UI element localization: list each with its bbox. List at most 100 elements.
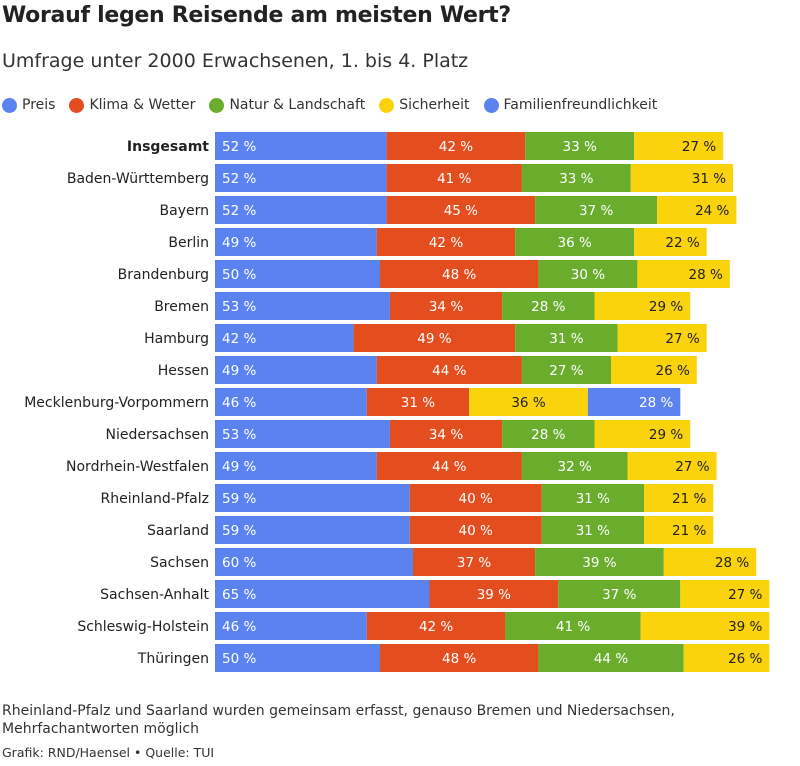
data-label-bremen-natur-landschaft: 28 % <box>531 299 565 315</box>
legend-item-klima: Klima & Wetter <box>69 97 195 113</box>
data-label-bayern-natur-landschaft: 37 % <box>579 203 613 219</box>
bar-segment-niedersachsen-natur-landschaft <box>502 420 595 448</box>
legend-item-familie: Familienfreundlichkeit <box>483 97 658 113</box>
data-label-berlin-sicherheit: 22 % <box>665 235 699 251</box>
data-label-brandenburg-preis: 50 % <box>222 267 256 283</box>
data-label-schleswig-holstein-natur-landschaft: 41 % <box>556 619 590 635</box>
bar-segment-schleswig-holstein-klima-wetter <box>366 612 506 640</box>
category-label-mecklenburg-vorpommern: Mecklenburg-Vorpommern <box>24 395 209 411</box>
category-label-niedersachsen: Niedersachsen <box>106 427 209 443</box>
data-label-sachsen-sicherheit: 28 % <box>715 555 749 571</box>
legend-label-preis: Preis <box>22 97 56 113</box>
data-label-hamburg-natur-landschaft: 31 % <box>549 331 583 347</box>
bar-segment-nordrhein-westfalen-sicherheit <box>627 452 717 480</box>
data-label-rheinland-pfalz-natur-landschaft: 31 % <box>576 491 610 507</box>
legend-swatch-klima <box>69 97 85 113</box>
bar-segment-insgesamt-preis <box>215 132 387 160</box>
legend-label-klima: Klima & Wetter <box>89 97 196 113</box>
bar-segment-niedersachsen-sicherheit <box>594 420 691 448</box>
data-label-bremen-klima-wetter: 34 % <box>429 299 463 315</box>
data-label-sachsen-anhalt-preis: 65 % <box>222 587 256 603</box>
bar-segment-schleswig-holstein-natur-landschaft <box>505 612 641 640</box>
data-label-thueringen-natur-landschaft: 44 % <box>594 651 628 667</box>
bar-segment-berlin-klima-wetter <box>376 228 516 256</box>
bar-segment-sachsen-natur-landschaft <box>535 548 664 576</box>
bar-segment-hamburg-natur-landschaft <box>515 324 618 352</box>
data-label-hessen-preis: 49 % <box>222 363 256 379</box>
data-label-sachsen-klima-wetter: 37 % <box>457 555 491 571</box>
bar-segment-nordrhein-westfalen-klima-wetter <box>376 452 522 480</box>
bar-segment-berlin-sicherheit <box>634 228 707 256</box>
data-label-nordrhein-westfalen-natur-landschaft: 32 % <box>558 459 592 475</box>
legend: Preis Klima & Wetter Natur & Landschaft … <box>2 95 671 115</box>
bar-segment-saarland-sicherheit <box>644 516 714 544</box>
data-label-brandenburg-sicherheit: 28 % <box>688 267 722 283</box>
bar-segment-hessen-preis <box>215 356 377 384</box>
data-label-thueringen-sicherheit: 26 % <box>728 651 762 667</box>
data-label-baden-wuerttemberg-natur-landschaft: 33 % <box>559 171 593 187</box>
bar-segment-mecklenburg-vorpommern-sicherheit <box>469 388 588 416</box>
bar-segment-brandenburg-natur-landschaft <box>538 260 638 288</box>
data-label-insgesamt-klima-wetter: 42 % <box>439 139 473 155</box>
bar-segment-thueringen-sicherheit <box>683 644 770 672</box>
bar-segment-rheinland-pfalz-preis <box>215 484 410 512</box>
bar-segment-sachsen-anhalt-klima-wetter <box>429 580 559 608</box>
bar-segment-saarland-klima-wetter <box>409 516 542 544</box>
category-label-brandenburg: Brandenburg <box>118 267 209 283</box>
category-label-hamburg: Hamburg <box>144 331 209 347</box>
category-label-baden-wuerttemberg: Baden-Württemberg <box>67 171 209 187</box>
data-label-berlin-preis: 49 % <box>222 235 256 251</box>
data-label-hessen-sicherheit: 26 % <box>655 363 689 379</box>
category-label-berlin: Berlin <box>168 235 209 251</box>
data-label-hamburg-klima-wetter: 49 % <box>417 331 451 347</box>
data-label-insgesamt-sicherheit: 27 % <box>682 139 716 155</box>
bar-segment-rheinland-pfalz-sicherheit <box>644 484 714 512</box>
data-label-niedersachsen-natur-landschaft: 28 % <box>531 427 565 443</box>
category-label-nordrhein-westfalen: Nordrhein-Westfalen <box>66 459 209 475</box>
bar-segment-bremen-klima-wetter <box>389 292 503 320</box>
bar-segment-niedersachsen-klima-wetter <box>389 420 503 448</box>
category-label-insgesamt: Insgesamt <box>127 139 209 155</box>
bar-segment-brandenburg-sicherheit <box>637 260 730 288</box>
data-label-schleswig-holstein-preis: 46 % <box>222 619 256 635</box>
data-label-saarland-klima-wetter: 40 % <box>459 523 493 539</box>
bar-segment-baden-wuerttemberg-klima-wetter <box>386 164 522 192</box>
data-label-insgesamt-preis: 52 % <box>222 139 256 155</box>
legend-swatch-natur <box>209 97 225 113</box>
category-label-sachsen: Sachsen <box>150 555 209 571</box>
bar-segment-nordrhein-westfalen-preis <box>215 452 377 480</box>
data-label-brandenburg-klima-wetter: 48 % <box>442 267 476 283</box>
stacked-bar-chart: Insgesamt 52 % 42 % 33 % 27 % Baden-Württembe… <box>24 132 770 672</box>
bar-segment-brandenburg-klima-wetter <box>380 260 539 288</box>
bar-segment-baden-wuerttemberg-sicherheit <box>630 164 734 192</box>
data-label-bayern-klima-wetter: 45 % <box>444 203 478 219</box>
legend-label-familie: Familienfreundlichkeit <box>503 97 658 113</box>
data-label-berlin-klima-wetter: 42 % <box>429 235 463 251</box>
data-label-saarland-preis: 59 % <box>222 523 256 539</box>
data-label-brandenburg-natur-landschaft: 30 % <box>571 267 605 283</box>
bar-segment-hessen-sicherheit <box>611 356 697 384</box>
bar-segment-bremen-preis <box>215 292 390 320</box>
data-label-rheinland-pfalz-preis: 59 % <box>222 491 256 507</box>
category-label-schleswig-holstein: Schleswig-Holstein <box>77 619 209 635</box>
data-label-bremen-sicherheit: 29 % <box>649 299 683 315</box>
data-label-mecklenburg-vorpommern-preis: 46 % <box>222 395 256 411</box>
bar-segment-hessen-klima-wetter <box>376 356 522 384</box>
category-label-bremen: Bremen <box>154 299 209 315</box>
data-label-berlin-natur-landschaft: 36 % <box>558 235 592 251</box>
data-label-nordrhein-westfalen-preis: 49 % <box>222 459 256 475</box>
legend-item-sicherheit: Sicherheit <box>379 97 470 113</box>
data-label-baden-wuerttemberg-klima-wetter: 41 % <box>437 171 471 187</box>
bar-segment-bayern-preis <box>215 196 387 224</box>
bar-segment-saarland-preis <box>215 516 410 544</box>
bar-segment-berlin-preis <box>215 228 377 256</box>
bar-segment-bayern-klima-wetter <box>386 196 536 224</box>
bar-segment-hessen-natur-landschaft <box>521 356 611 384</box>
data-label-schleswig-holstein-sicherheit: 39 % <box>728 619 762 635</box>
data-label-saarland-natur-landschaft: 31 % <box>576 523 610 539</box>
data-label-niedersachsen-sicherheit: 29 % <box>649 427 683 443</box>
bar-segment-sachsen-anhalt-natur-landschaft <box>558 580 681 608</box>
bar-segment-brandenburg-preis <box>215 260 380 288</box>
bar-segment-bayern-sicherheit <box>657 196 737 224</box>
bar-segment-hamburg-klima-wetter <box>353 324 516 352</box>
